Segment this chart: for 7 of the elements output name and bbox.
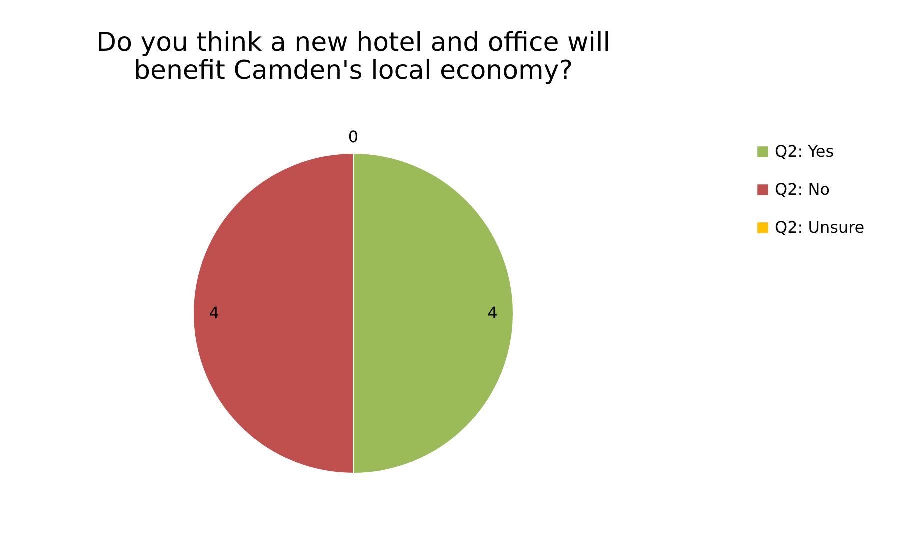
legend-label: Q2: Yes [775,142,834,161]
legend-label: Q2: No [775,180,830,199]
data-label: 4 [488,304,498,322]
chart-title: Do you think a new hotel and office will benefit Camden's local economy? [96,28,610,86]
text: 0 [348,128,359,146]
legend-label: Q2: Unsure [775,218,865,237]
data-label: 4 [209,304,220,322]
